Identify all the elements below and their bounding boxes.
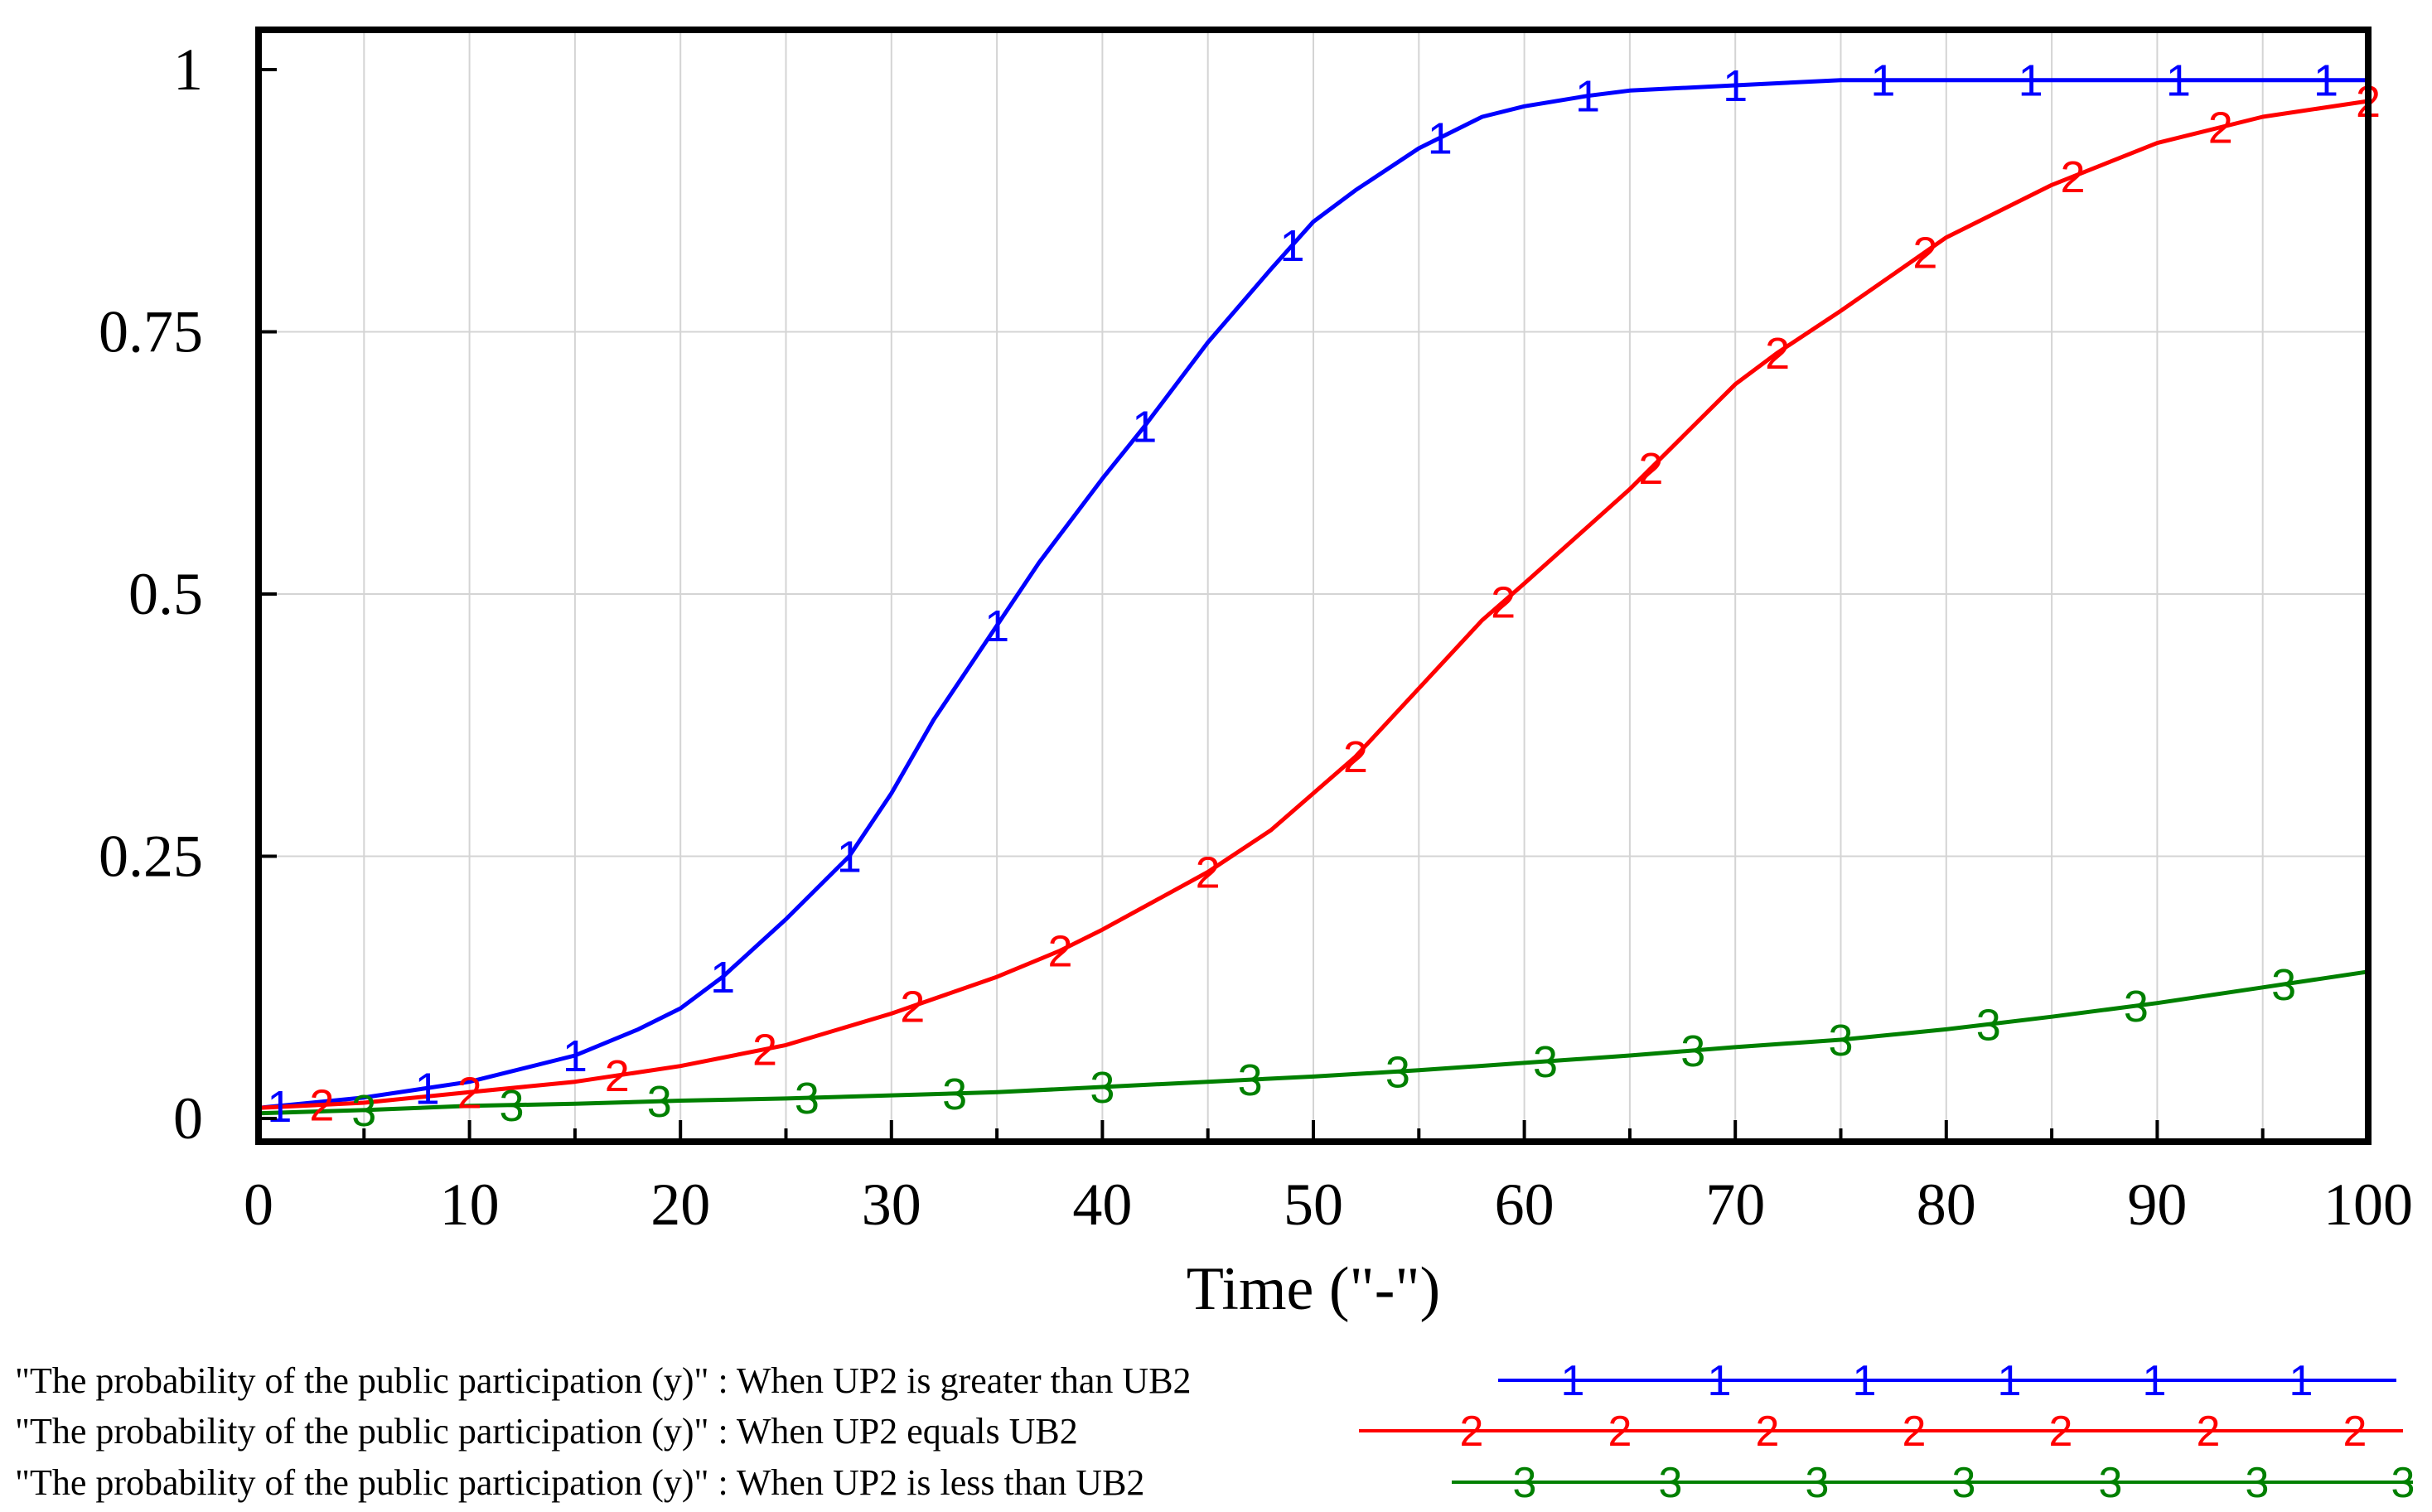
series-marker-3: 3: [1828, 1016, 1853, 1065]
series-marker-2: 2: [457, 1068, 482, 1118]
legend-marker-3: 3: [1513, 1459, 1537, 1507]
series-marker-3: 3: [1090, 1063, 1114, 1113]
series-marker-2: 2: [605, 1051, 630, 1101]
legend-marker-3: 3: [2391, 1459, 2415, 1507]
x-tick-label: 100: [2323, 1171, 2413, 1238]
legend-marker-2: 2: [1608, 1408, 1632, 1456]
legend-marker-3: 3: [1659, 1459, 1683, 1507]
legend-marker-3: 3: [1952, 1459, 1976, 1507]
legend-marker-3: 3: [2099, 1459, 2123, 1507]
series-marker-1: 1: [1428, 114, 1453, 163]
series-marker-3: 3: [1680, 1027, 1705, 1076]
series-marker-1: 1: [984, 601, 1009, 651]
series-marker-2: 2: [1343, 732, 1368, 782]
axis-tick-labels: 0 10 20 30 40 50 60 70 80 90 100 0 0.25 0.5 0.75 1: [99, 36, 2413, 1238]
x-tick-label: 0: [244, 1171, 273, 1238]
legend-marker-3: 3: [1806, 1459, 1830, 1507]
legend-label-1: "The probability of the public participa…: [15, 1360, 1192, 1401]
x-tick-label: 70: [1705, 1171, 1765, 1238]
x-axis-title: Time ("-"): [1187, 1255, 1440, 1323]
series-marker-3: 3: [1238, 1056, 1263, 1105]
series-marker-3: 3: [1385, 1047, 1410, 1097]
x-tick-label: 40: [1072, 1171, 1132, 1238]
series-marker-2: 2: [900, 983, 925, 1032]
x-tick-label: 90: [2127, 1171, 2187, 1238]
legend-label-3: "The probability of the public participa…: [15, 1462, 1144, 1503]
series-lines: [258, 78, 2369, 1116]
legend-marker-2: 2: [1756, 1408, 1780, 1456]
legend-marker-1: 1: [2289, 1357, 2314, 1405]
series-marker-1: 1: [1280, 221, 1305, 271]
series-marker-2: 2: [1638, 444, 1663, 494]
legend-label-2: "The probability of the public participa…: [15, 1411, 1078, 1452]
legend-marker-2: 2: [2197, 1408, 2221, 1456]
series-marker-1: 1: [415, 1064, 440, 1113]
series-marker-1: 1: [2166, 56, 2191, 106]
series-marker-2: 2: [752, 1025, 777, 1075]
legend-marker-1: 1: [1853, 1357, 1877, 1405]
series-marker-1: 1: [563, 1031, 587, 1081]
legend-marker-3: 3: [2246, 1459, 2270, 1507]
legend-marker-2: 2: [2343, 1408, 2367, 1456]
x-tick-label: 20: [650, 1171, 710, 1238]
axis-ticks: [257, 68, 2370, 1142]
series-marker-1: 1: [1723, 61, 1748, 111]
legend-marker-1: 1: [1708, 1357, 1732, 1405]
x-tick-label: 60: [1495, 1171, 1554, 1238]
series-marker-2: 2: [1765, 329, 1790, 379]
x-tick-label: 80: [1917, 1171, 1976, 1238]
series-marker-3: 3: [795, 1074, 820, 1123]
series-marker-2: 2: [1047, 926, 1072, 976]
series-line-3: [258, 969, 2369, 1116]
series-marker-3: 3: [499, 1081, 524, 1131]
series-marker-1: 1: [837, 833, 862, 882]
series-marker-1: 1: [2019, 56, 2043, 106]
series-line-1: [258, 78, 2368, 1110]
x-tick-label: 10: [440, 1171, 500, 1238]
legend: "The probability of the public participa…: [15, 1357, 2415, 1507]
series-marker-1: 1: [1575, 72, 1600, 122]
legend-marker-2: 2: [1460, 1408, 1484, 1456]
series-marker-1: 1: [267, 1082, 292, 1132]
series-marker-3: 3: [647, 1077, 672, 1127]
y-tick-label: 0.25: [99, 824, 203, 890]
series-marker-1: 1: [1870, 56, 1895, 106]
series-marker-2: 2: [1912, 228, 1937, 278]
series-marker-2: 2: [2061, 152, 2086, 202]
series-marker-3: 3: [2124, 982, 2149, 1031]
series-marker-2: 2: [309, 1081, 334, 1131]
series-marker-3: 3: [351, 1086, 376, 1136]
legend-marker-1: 1: [1998, 1357, 2022, 1405]
series-line-2: [258, 99, 2369, 1110]
series-marker-1: 1: [1132, 402, 1157, 452]
y-tick-label: 1: [173, 36, 203, 103]
x-tick-label: 50: [1284, 1171, 1343, 1238]
y-tick-label: 0.75: [99, 299, 203, 365]
series-marker-3: 3: [942, 1070, 967, 1119]
series-marker-3: 3: [2271, 960, 2296, 1010]
series-marker-1: 1: [2314, 56, 2338, 106]
series-marker-2: 2: [1491, 577, 1516, 627]
legend-marker-2: 2: [1903, 1408, 1927, 1456]
series-marker-2: 2: [1196, 848, 1221, 897]
series-marker-3: 3: [1976, 1000, 2001, 1050]
legend-marker-1: 1: [2143, 1357, 2167, 1405]
series-marker-1: 1: [710, 953, 735, 1002]
y-tick-label: 0: [173, 1085, 203, 1152]
series-marker-2: 2: [2208, 104, 2233, 153]
legend-marker-1: 1: [1561, 1357, 1585, 1405]
x-tick-label: 30: [862, 1171, 921, 1238]
y-tick-label: 0.5: [128, 561, 203, 627]
legend-marker-2: 2: [2049, 1408, 2073, 1456]
series-marker-3: 3: [1533, 1037, 1558, 1087]
grid-lines: [259, 30, 2368, 1142]
